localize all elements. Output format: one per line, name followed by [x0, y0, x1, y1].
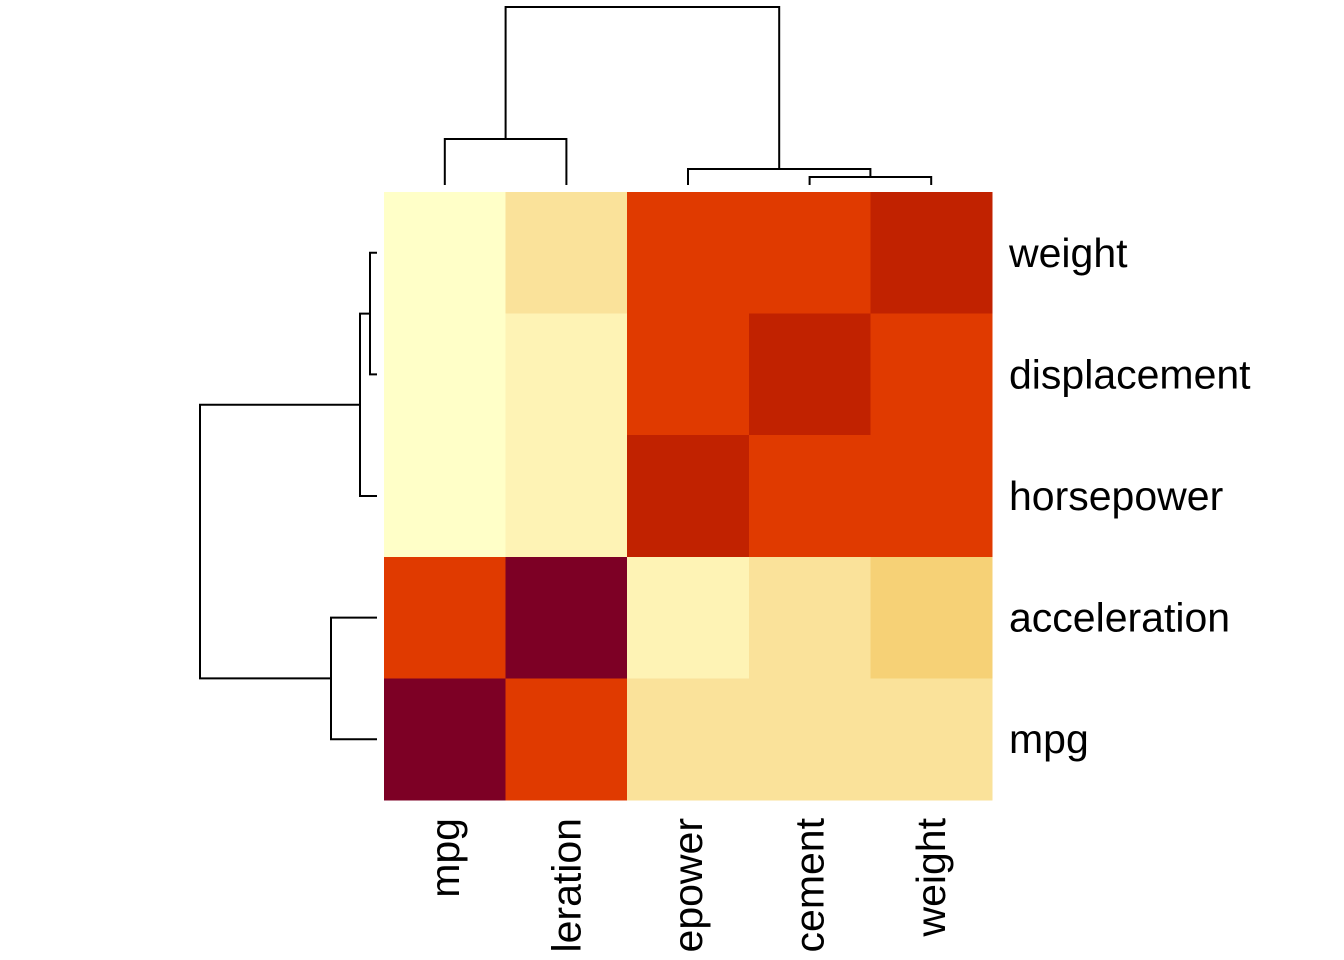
heatmap-cell-displacement-weight: [870, 313, 993, 436]
row-dendrogram: [199, 251, 377, 741]
column-label-acceleration: leration: [543, 818, 589, 952]
heatmap-cell-horsepower-acceleration: [505, 435, 628, 558]
column-dendrogram-branch: [808, 176, 933, 185]
heatmap-cell-mpg-acceleration: [505, 678, 628, 801]
heatmap-cell-displacement-displacement: [748, 313, 871, 436]
heatmap-cell-horsepower-mpg: [384, 435, 507, 558]
heatmap-cell-acceleration-weight: [870, 556, 993, 679]
heatmap-cell-acceleration-displacement: [748, 556, 871, 679]
column-labels: mpg leration epower cement weight: [422, 817, 954, 952]
row-label-weight: weight: [1008, 230, 1128, 276]
row-dendrogram-branch: [369, 251, 377, 376]
row-dendrogram-branch: [359, 312, 377, 497]
heatmap-cell-displacement-acceleration: [505, 313, 628, 436]
heatmap-cell-weight-displacement: [748, 192, 871, 315]
heatmap-cell-acceleration-mpg: [384, 556, 507, 679]
column-dendrogram-branch: [443, 138, 568, 185]
column-dendrogram-branch: [504, 6, 781, 169]
row-dendrogram-branch: [199, 403, 360, 680]
heatmap-cell-displacement-mpg: [384, 313, 507, 436]
heatmap-cell-weight-weight: [870, 192, 993, 315]
heatmap-cell-acceleration-horsepower: [627, 556, 750, 679]
row-label-acceleration: acceleration: [1009, 595, 1230, 641]
row-label-horsepower: horsepower: [1009, 473, 1223, 519]
heatmap-cell-horsepower-horsepower: [627, 435, 750, 558]
heatmap-cell-weight-mpg: [384, 192, 507, 315]
heatmap-cell-acceleration-acceleration: [505, 556, 628, 679]
heatmap-cell-displacement-horsepower: [627, 313, 750, 436]
heatmap-cell-mpg-weight: [870, 678, 993, 801]
heatmap-cell-weight-horsepower: [627, 192, 750, 315]
row-labels: weight displacement horsepower acceleration…: [1008, 230, 1251, 762]
heatmap-cells: [384, 192, 993, 801]
row-label-mpg: mpg: [1009, 716, 1089, 762]
row-label-displacement: displacement: [1009, 351, 1251, 397]
heatmap-cell-mpg-horsepower: [627, 678, 750, 801]
column-label-displacement: cement: [787, 817, 833, 952]
heatmap-cell-horsepower-displacement: [748, 435, 871, 558]
column-label-mpg: mpg: [422, 818, 468, 898]
column-dendrogram: [443, 6, 933, 185]
row-dendrogram-branch: [330, 616, 377, 741]
heatmap-cell-mpg-mpg: [384, 678, 507, 801]
column-label-horsepower: epower: [665, 818, 711, 952]
heatmap-cell-mpg-displacement: [748, 678, 871, 801]
heatmap-cell-horsepower-weight: [870, 435, 993, 558]
column-label-weight: weight: [908, 817, 954, 937]
heatmap-cell-weight-acceleration: [505, 192, 628, 315]
